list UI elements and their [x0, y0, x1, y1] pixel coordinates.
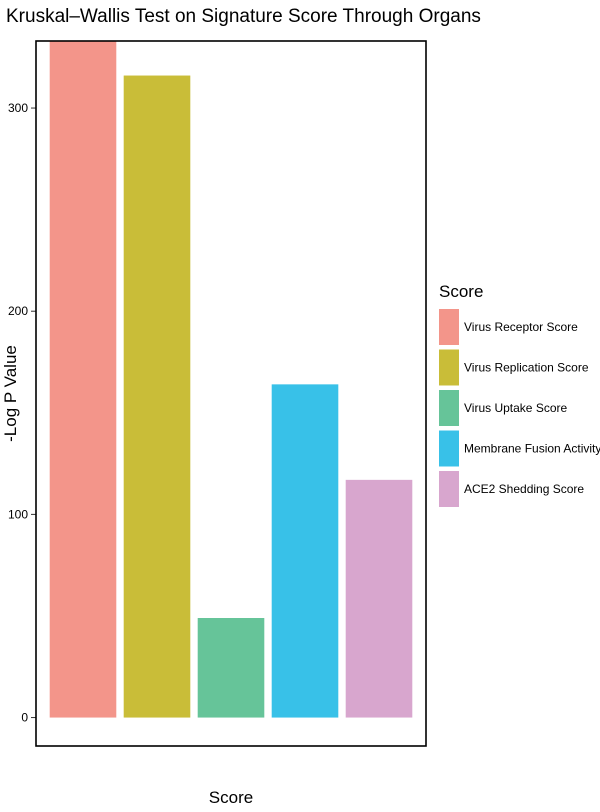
y-tick-label: 0	[21, 711, 28, 725]
y-axis: 0 100 200 300	[8, 101, 36, 725]
legend-label: Virus Receptor Score	[464, 320, 578, 334]
chart-title: Kruskal–Wallis Test on Signature Score T…	[6, 6, 481, 27]
y-axis-title: -Log P Value	[1, 345, 20, 442]
legend-label: Membrane Fusion Activity Score	[464, 442, 600, 456]
x-axis-title: Score	[209, 788, 253, 807]
legend-label: Virus Replication Score	[464, 361, 589, 375]
legend-label: Virus Uptake Score	[464, 401, 567, 415]
bar-virus-replication-score	[123, 75, 191, 718]
plot-border	[35, 40, 427, 747]
bars	[49, 41, 413, 718]
legend-title: Score	[439, 282, 483, 301]
bar-virus-receptor-score	[49, 41, 117, 718]
legend-key	[439, 390, 459, 426]
legend-key	[439, 349, 459, 386]
legend-key	[439, 471, 459, 507]
legend-key	[439, 309, 459, 345]
bar-ace2-shedding-score	[345, 479, 413, 718]
bar-membrane-fusion-activity-score	[271, 384, 339, 718]
y-tick-label: 100	[8, 507, 28, 521]
legend: Score Virus Receptor Score Virus Replicat…	[439, 282, 600, 507]
y-tick-label: 300	[8, 101, 28, 115]
legend-label: ACE2 Shedding Score	[464, 482, 584, 496]
legend-key	[439, 430, 459, 467]
bar-virus-uptake-score	[197, 618, 265, 718]
y-tick-label: 200	[8, 304, 28, 318]
